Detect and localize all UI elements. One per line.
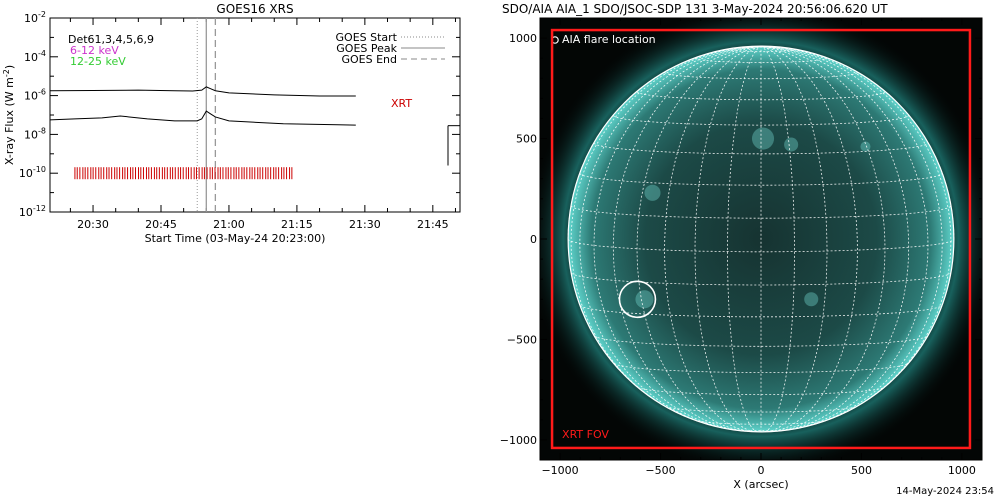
flare-legend-label: AIA flare location (562, 33, 656, 46)
grid-line (694, 46, 762, 432)
xrt-fov-label: XRT FOV (562, 428, 609, 441)
active-region-glow (860, 141, 871, 152)
grid-line (760, 46, 828, 432)
active-region-glow (804, 292, 819, 307)
detector-label: Det61,3,4,5,6,9 (68, 33, 154, 46)
grid-line (760, 46, 858, 432)
grid-line (696, 420, 826, 425)
active-region-glow (751, 127, 775, 150)
flux-series-0 (49, 86, 356, 97)
x-tick-label: −500 (645, 464, 675, 477)
grid-line (760, 46, 943, 429)
grid-line (760, 46, 952, 420)
grid-line (593, 46, 762, 431)
y-tick-label: 10-12 (19, 204, 46, 219)
y-tick-label: 10-4 (24, 49, 46, 64)
active-region-glow (784, 137, 799, 152)
x-tick-label: 21:15 (281, 218, 313, 231)
x-tick-label: 20:30 (77, 218, 109, 231)
grid-line (612, 115, 910, 126)
goes-xrs-chart: GOES16 XRS 10-2 10-4 10-6 10-8 10-10 10-12 20:3… (2, 2, 461, 245)
x-tick-label: 500 (851, 464, 872, 477)
grid-line (637, 386, 885, 395)
legend-entry: GOES Peak (336, 42, 397, 55)
footer-timestamp: 14-May-2024 23:54 (896, 486, 994, 497)
flare-location-marker (618, 280, 657, 319)
grid-line (760, 46, 910, 432)
grid-line (579, 46, 762, 429)
aia-solar-image-chart: SDO/AIA AIA_1 SDO/JSOC-SDP 131 3-May-202… (500, 2, 983, 491)
y-tick-label: 10-2 (24, 10, 46, 25)
x-tick-label: −1000 (541, 464, 578, 477)
active-region-glow (644, 184, 661, 201)
grid-line (665, 406, 857, 413)
y-axis-label: X-ray Flux (W m-2) (2, 65, 16, 165)
x-tick-label: 21:30 (349, 218, 381, 231)
chart-title: GOES16 XRS (216, 2, 293, 16)
y-tick-label: −1000 (500, 434, 537, 447)
y-tick-label: 500 (516, 133, 537, 146)
y-tick-label: 0 (530, 233, 537, 246)
xrt-fov-box (550, 28, 972, 450)
x-tick-label: 0 (758, 464, 765, 477)
grid-line (760, 46, 929, 431)
y-tick-label: 1000 (509, 32, 537, 45)
channel-label: 6-12 keV (70, 44, 119, 57)
limb-outline (567, 45, 955, 433)
x-tick-label: 21:00 (213, 218, 245, 231)
grid-line (571, 272, 951, 286)
x-tick-label: 21:45 (417, 218, 449, 231)
grid-line (727, 46, 762, 433)
grid-line (612, 46, 762, 432)
image-content (540, 18, 982, 460)
chart-title: SDO/AIA AIA_1 SDO/JSOC-SDP 131 3-May-202… (502, 2, 888, 16)
legend-entry: GOES Start (336, 31, 398, 44)
x-axis-label: Start Time (03-May-24 20:23:00) (145, 232, 326, 245)
y-tick-label: 10-8 (24, 126, 46, 141)
grid-line (760, 46, 795, 433)
legend-entry: GOES End (341, 53, 397, 66)
xrt-observation-ticks (74, 167, 293, 180)
x-tick-label: 1000 (948, 464, 976, 477)
flux-series-1 (49, 110, 356, 126)
grid-line (570, 205, 952, 219)
y-tick-label: −500 (507, 333, 537, 346)
grid-line (570, 46, 762, 420)
grid-line (593, 335, 929, 347)
grid-line (636, 91, 886, 101)
x-tick-label: 20:45 (145, 218, 177, 231)
heliographic-grid (567, 46, 955, 433)
channel-label: 12-25 keV (70, 55, 126, 68)
y-tick-label: 10-6 (24, 88, 46, 103)
grid-line (579, 305, 943, 318)
y-tick-label: 10-10 (19, 165, 46, 180)
grid-line (664, 46, 762, 432)
xrt-label: XRT (391, 97, 412, 110)
x-axis-label: X (arcsec) (733, 478, 788, 491)
grid-line (613, 363, 909, 373)
active-region-glow (635, 290, 654, 309)
